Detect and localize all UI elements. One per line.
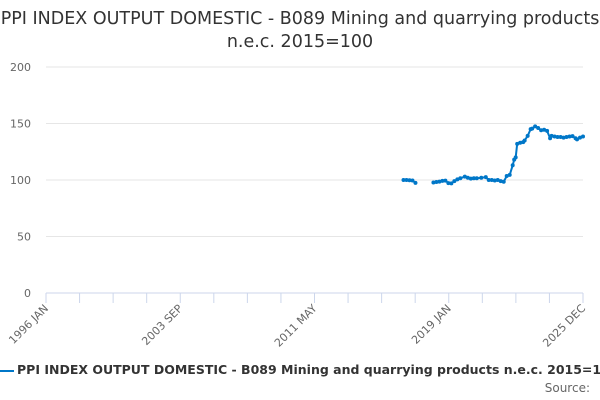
data-point	[533, 124, 538, 129]
data-point	[567, 134, 572, 139]
data-point	[489, 178, 494, 182]
data-point	[443, 178, 448, 183]
data-point	[479, 175, 484, 180]
data-point	[486, 178, 491, 182]
x-tick-label: 1996 JAN	[6, 302, 51, 347]
data-point	[555, 135, 560, 140]
data-point	[522, 138, 527, 143]
data-point	[561, 135, 566, 140]
data-point	[570, 134, 575, 139]
data-point	[558, 135, 563, 140]
chart-title: PPI INDEX OUTPUT DOMESTIC - B089 Mining …	[0, 9, 600, 52]
data-point	[581, 134, 585, 139]
data-point	[471, 176, 476, 181]
data-point	[564, 135, 569, 140]
data-point	[440, 178, 445, 183]
y-tick-label: 150	[10, 118, 31, 131]
y-tick-label: 100	[10, 174, 31, 187]
data-point	[525, 133, 530, 138]
data-point	[507, 172, 512, 177]
data-point	[498, 179, 503, 184]
data-point	[492, 178, 497, 183]
data-point	[452, 179, 457, 184]
data-point	[510, 163, 515, 168]
x-tick-label: 2019 JAN	[409, 302, 454, 347]
data-point	[468, 176, 473, 181]
x-tick-label: 2003 SEP	[139, 302, 185, 348]
data-point	[552, 134, 557, 139]
x-tick-label: 2025 DEC	[540, 302, 588, 350]
data-point	[483, 175, 488, 180]
data-point	[549, 133, 554, 138]
data-point	[431, 180, 436, 185]
legend-swatch	[0, 369, 14, 372]
data-point	[449, 181, 454, 186]
data-point	[401, 178, 406, 182]
data-point	[518, 140, 523, 145]
y-tick-label: 0	[24, 287, 31, 300]
x-tick-label: 2011 MAY	[272, 302, 320, 350]
source-label: Source:	[544, 381, 590, 395]
data-point	[501, 179, 506, 184]
data-point	[575, 137, 580, 142]
data-point	[437, 179, 442, 184]
data-point	[404, 178, 409, 182]
data-point	[513, 155, 518, 160]
data-point	[410, 178, 415, 183]
data-point	[536, 126, 541, 131]
data-point	[446, 181, 451, 186]
y-tick-label: 50	[17, 231, 31, 244]
data-point	[530, 126, 535, 131]
data-point	[539, 128, 544, 133]
legend-label: PPI INDEX OUTPUT DOMESTIC - B089 Mining …	[17, 362, 600, 377]
data-point	[434, 180, 439, 185]
data-point	[413, 180, 418, 185]
data-point	[407, 178, 412, 183]
y-tick-label: 200	[10, 61, 31, 74]
data-point	[458, 176, 463, 181]
data-point	[474, 176, 479, 181]
legend-item[interactable]: PPI INDEX OUTPUT DOMESTIC - B089 Mining …	[0, 362, 600, 377]
data-point	[545, 128, 550, 133]
